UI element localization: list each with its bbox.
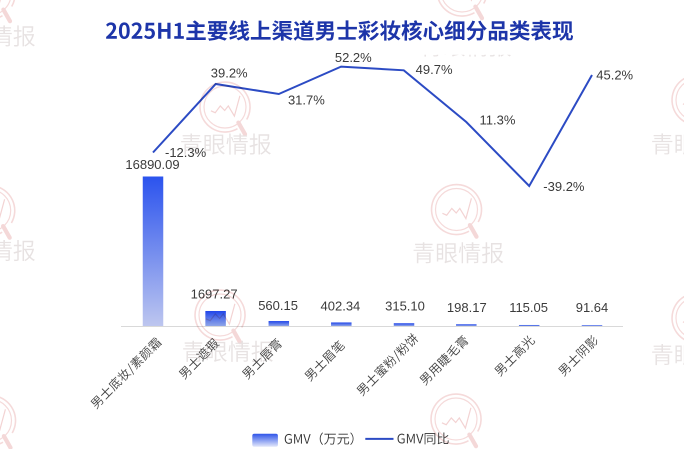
svg-text:91.64: 91.64 <box>576 300 609 315</box>
svg-text:-39.2%: -39.2% <box>543 179 585 194</box>
svg-text:315.10: 315.10 <box>385 299 425 314</box>
svg-text:115.05: 115.05 <box>509 300 548 315</box>
svg-text:39.2%: 39.2% <box>211 65 248 80</box>
svg-text:1697.27: 1697.27 <box>191 287 238 302</box>
svg-text:31.7%: 31.7% <box>288 93 325 108</box>
svg-text:402.34: 402.34 <box>321 299 361 314</box>
svg-text:560.15: 560.15 <box>258 298 298 313</box>
svg-text:16890.09: 16890.09 <box>125 157 179 172</box>
svg-text:45.2%: 45.2% <box>596 68 633 83</box>
svg-text:52.2%: 52.2% <box>335 50 372 65</box>
svg-text:198.17: 198.17 <box>447 300 487 315</box>
svg-text:11.3%: 11.3% <box>480 113 516 128</box>
svg-text:49.7%: 49.7% <box>416 62 453 77</box>
